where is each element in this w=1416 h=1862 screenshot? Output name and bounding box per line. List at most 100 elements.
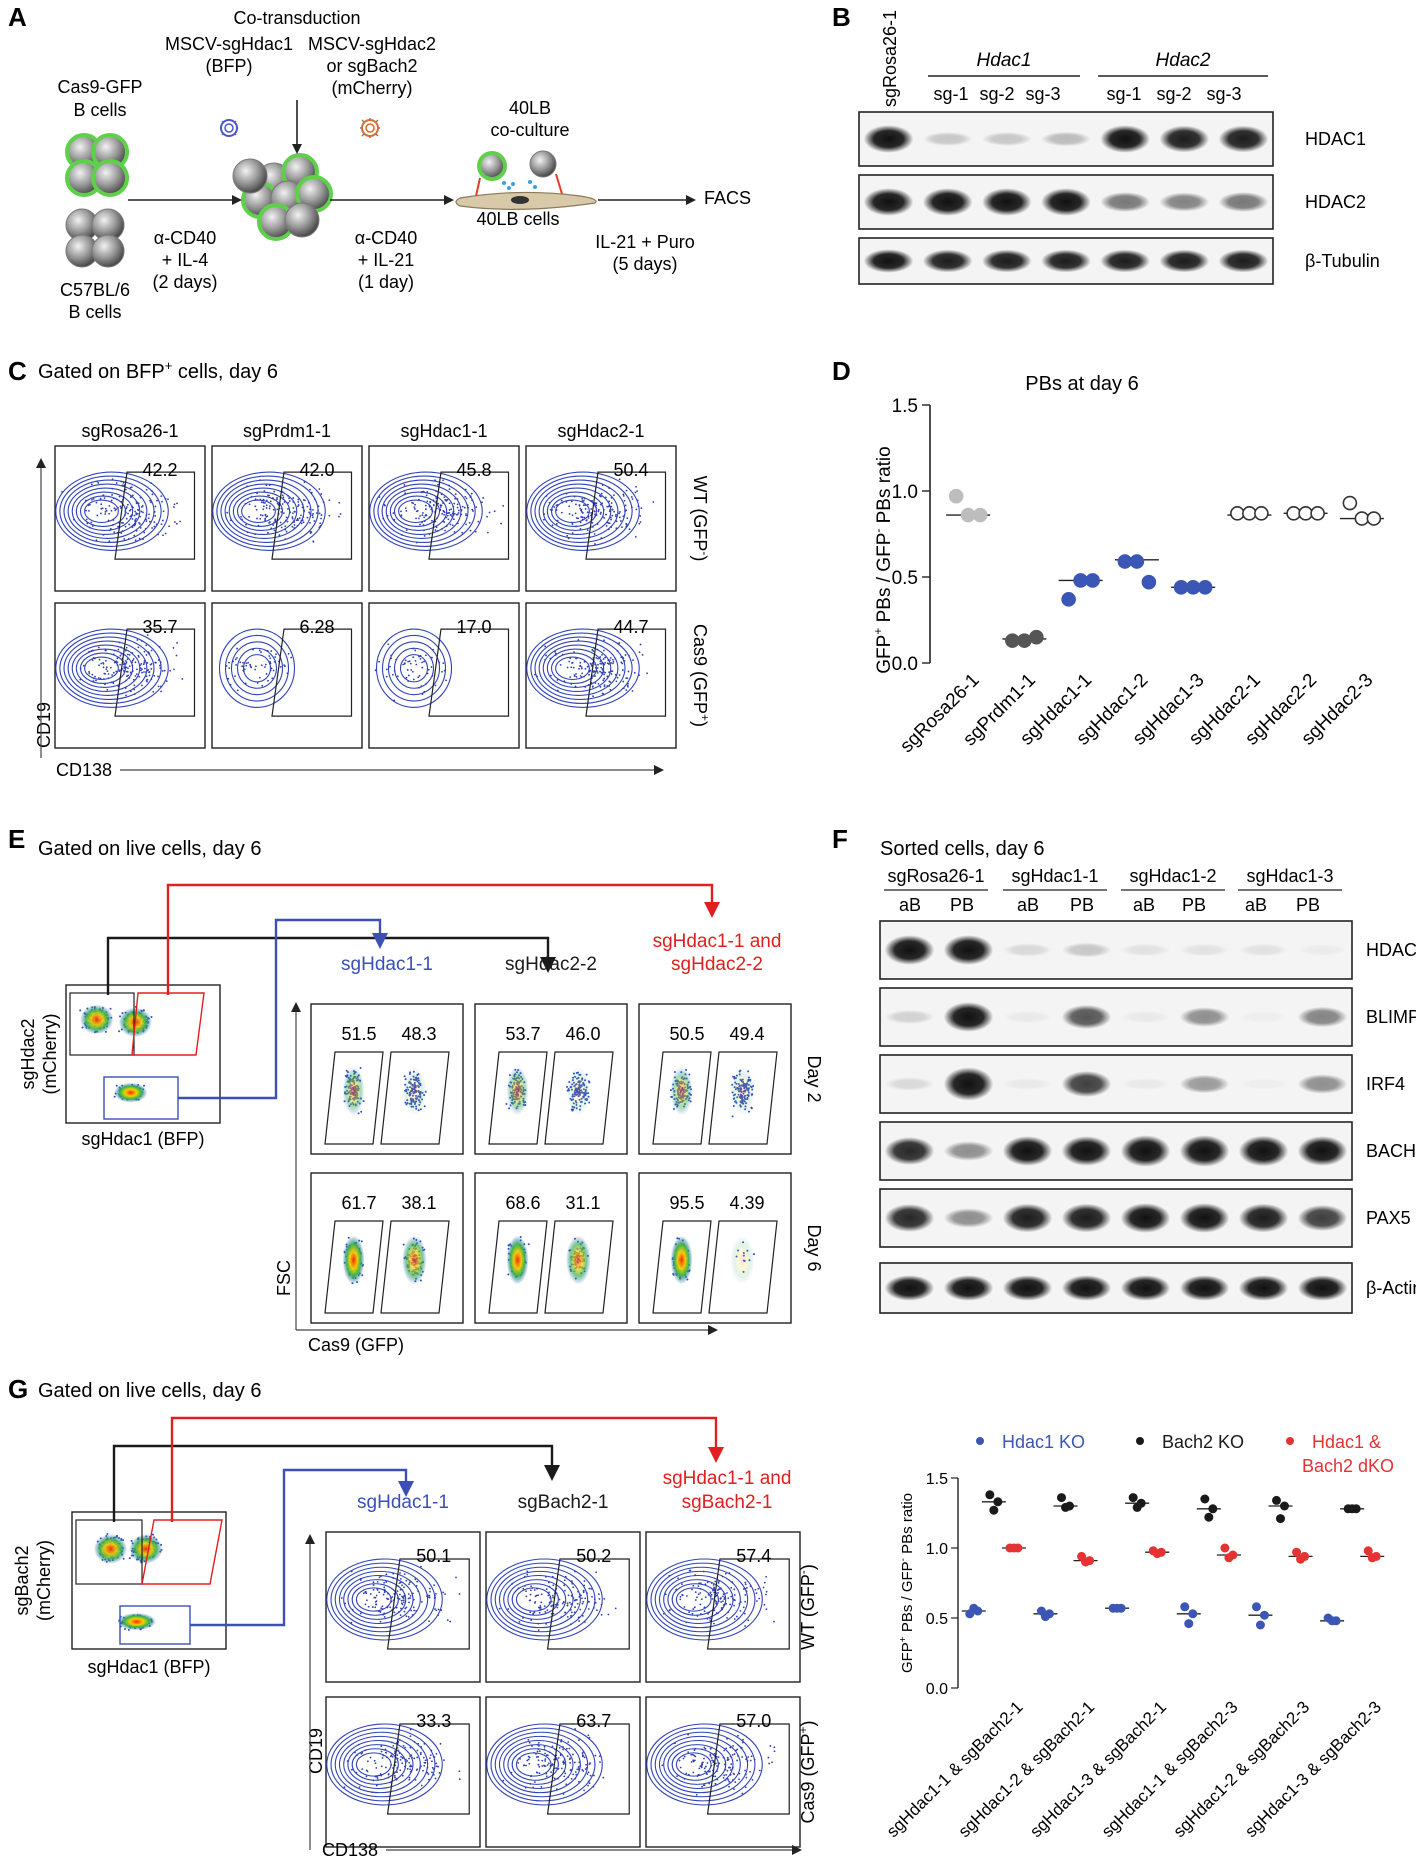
blot-band xyxy=(1120,943,1171,957)
blot-band xyxy=(943,1141,994,1161)
gate-right xyxy=(380,1051,450,1145)
blot-band xyxy=(982,188,1032,216)
coculture-illustration xyxy=(455,150,597,210)
y-tick-label: 0.0 xyxy=(892,654,918,675)
flow-plot: 57.4 xyxy=(645,1531,801,1683)
y-tick-label: 1.0 xyxy=(926,1541,948,1558)
plot-frame xyxy=(325,1696,481,1848)
western-blot-strip xyxy=(879,1054,1353,1114)
x-tick-label: sgHdac1-1 & sgBach2-3 xyxy=(1098,1697,1242,1841)
lane-label: PB xyxy=(950,895,974,915)
data-point xyxy=(1173,580,1189,595)
panel-letter: G xyxy=(8,1374,28,1404)
gate-percentage: 33.3 xyxy=(416,1711,451,1731)
step1-line3: (2 days) xyxy=(152,272,217,292)
blot-band xyxy=(1100,249,1150,273)
gate-percentage: 50.2 xyxy=(576,1546,611,1566)
gate-percentage: 63.7 xyxy=(576,1711,611,1731)
lane-label: sg-3 xyxy=(1206,84,1241,104)
blot-band xyxy=(1002,1010,1053,1024)
group-label: sgHdac1-2 xyxy=(1129,866,1216,886)
contour-lines xyxy=(375,628,453,708)
blot-band xyxy=(943,1275,994,1301)
data-point xyxy=(1272,1495,1281,1505)
coculture-line1: 40LB xyxy=(509,98,551,118)
y-axis-label: CD19 xyxy=(306,1728,326,1774)
blot-band xyxy=(982,132,1032,146)
y-axis-title: GFP+ PBs / GFP- PBs ratio xyxy=(871,446,895,673)
blot-band xyxy=(1100,125,1150,153)
blot-band xyxy=(1159,249,1210,273)
plot-frame xyxy=(71,1511,227,1650)
column-label: sgPrdm1-1 xyxy=(243,421,331,441)
workflow-arrows xyxy=(128,100,696,205)
gate xyxy=(546,1558,630,1650)
connector-red xyxy=(170,1416,724,1522)
plot-frame xyxy=(474,1003,628,1155)
lb-cells-label: 40LB cells xyxy=(476,209,559,229)
density-core xyxy=(402,1066,427,1116)
blot-band xyxy=(1179,1203,1230,1233)
data-point xyxy=(989,1505,999,1515)
western-blot-strip xyxy=(879,1121,1353,1181)
data-point xyxy=(1351,1504,1361,1514)
blot-band xyxy=(1218,249,1269,273)
data-point xyxy=(1204,1512,1214,1522)
data-point xyxy=(1208,1504,1218,1514)
gate xyxy=(706,1723,790,1815)
data-point xyxy=(960,507,976,523)
blot-band xyxy=(1238,1275,1289,1301)
blot-band xyxy=(943,1067,994,1101)
data-point xyxy=(1085,1556,1095,1566)
dot-plot-g: 0.0 0.5 1.0 1.5 GFP+ PBs / GFP- PBs ratio Hda… xyxy=(883,1432,1394,1841)
plot-frame xyxy=(474,1172,628,1324)
panel-g: G Gated on live cells, day 6 sgBach2 (mCh… xyxy=(8,1374,1394,1860)
blot-band xyxy=(1179,1074,1230,1094)
transduced-cell-cluster xyxy=(232,153,333,241)
blot-label: HDAC2 xyxy=(1305,192,1366,212)
event-dots xyxy=(343,1728,461,1794)
blot-band xyxy=(1297,1205,1348,1231)
vector2-line3: (mCherry) xyxy=(332,78,413,98)
data-point xyxy=(1197,580,1213,595)
contour-lines xyxy=(646,1558,763,1641)
panel-title: Sorted cells, day 6 xyxy=(880,838,1045,860)
contour-lines xyxy=(55,471,169,551)
lane-label: PB xyxy=(1182,895,1206,915)
gate-left xyxy=(488,1051,548,1145)
data-point xyxy=(1363,1546,1373,1556)
gate xyxy=(386,1558,470,1650)
step2-line3: (1 day) xyxy=(358,272,414,292)
flow-plot: 53.7 46.0 xyxy=(474,1003,628,1155)
gate-parent-black xyxy=(69,992,135,1056)
blot-band xyxy=(1061,1071,1112,1097)
data-point xyxy=(1057,1493,1066,1503)
gate-percentage-right: 49.4 xyxy=(729,1024,764,1044)
flow-plot: 95.5 4.39 xyxy=(638,1172,792,1324)
data-point xyxy=(1354,511,1370,526)
coculture-line2: co-culture xyxy=(490,120,569,140)
flow-plot: 33.3 xyxy=(325,1696,481,1848)
blot-band xyxy=(884,1137,935,1165)
step2-line2: + IL-21 xyxy=(358,250,415,270)
column-label: sgBach2-1 xyxy=(518,1492,609,1513)
column-label: sgHdac1-1 and xyxy=(663,1468,792,1489)
lane-label: sg-2 xyxy=(979,84,1014,104)
legend-label-line2: Bach2 dKO xyxy=(1302,1456,1394,1476)
density-core xyxy=(730,1066,755,1116)
y-tick-label: 1.5 xyxy=(892,396,918,417)
blot-band xyxy=(1297,1006,1348,1028)
blot-band xyxy=(1218,125,1269,153)
blot-band xyxy=(922,188,973,216)
flow-plot: 50.1 xyxy=(325,1531,481,1683)
blot-band xyxy=(1002,1275,1053,1301)
gate-percentage: 42.2 xyxy=(142,460,177,480)
data-point xyxy=(1230,506,1245,521)
flow-plot: 44.7 xyxy=(525,602,677,749)
legend-label: Hdac1 & xyxy=(1312,1432,1381,1452)
flow-plot: 50.5 49.4 xyxy=(638,1003,792,1155)
plot-frame xyxy=(325,1531,481,1683)
y-tick-label: 0.5 xyxy=(892,568,918,589)
contour-lines xyxy=(526,628,640,708)
blot-label: BLIMP1 xyxy=(1366,1007,1416,1027)
